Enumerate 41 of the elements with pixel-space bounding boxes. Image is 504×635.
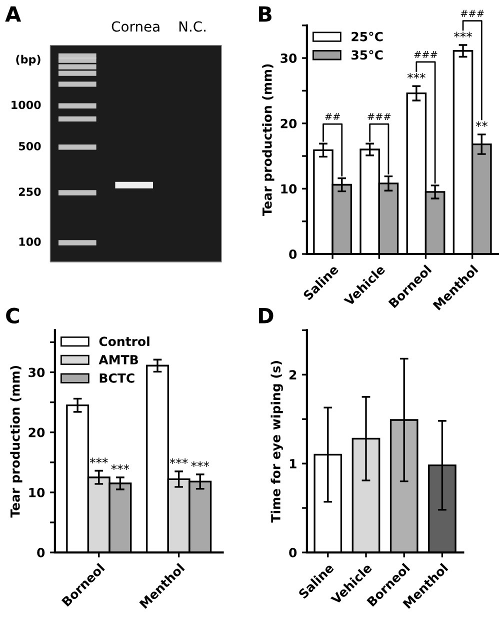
- annotation: ***: [111, 464, 130, 470]
- y-tick-label: 0: [289, 548, 297, 558]
- annotation: ###: [368, 113, 391, 120]
- chart-title: B: [258, 6, 272, 22]
- annotation: ###: [414, 51, 438, 58]
- text: (bp): [16, 54, 40, 66]
- y-tick-label: 1: [290, 459, 296, 468]
- y-axis-title: Tear production (mm): [262, 64, 274, 216]
- y-tick-label: 0: [37, 548, 45, 558]
- legend-label: AMTB: [98, 355, 138, 364]
- text: Cornea: [112, 21, 160, 32]
- annotation: ***: [90, 458, 108, 464]
- annotation: ***: [407, 72, 426, 79]
- chart-title: D: [258, 308, 274, 324]
- y-tick-label: 20: [280, 118, 297, 128]
- y-tick-label: 20: [28, 428, 45, 438]
- y-tick-label: 10: [29, 488, 45, 498]
- y-axis-title: Time for eye wiping (s): [270, 361, 283, 523]
- y-tick-label: 30: [280, 54, 297, 63]
- legend-label: 35°C: [352, 50, 383, 60]
- y-axis-title: Tear production (mm): [10, 366, 22, 518]
- text: 250: [18, 188, 41, 196]
- annotation: ***: [454, 32, 472, 38]
- annotation: ##: [325, 113, 340, 120]
- text: 500: [18, 142, 41, 150]
- text: 1000: [12, 100, 41, 110]
- annotation: ***: [191, 461, 210, 467]
- text: 100: [19, 238, 41, 246]
- y-tick-label: 0: [289, 249, 297, 259]
- annotation: **: [476, 121, 488, 127]
- y-tick-label: 10: [281, 184, 297, 194]
- legend-label: Control: [99, 336, 150, 346]
- legend-label: 25°C: [352, 32, 383, 42]
- y-tick-label: 30: [28, 368, 45, 378]
- y-tick-label: 2: [290, 370, 296, 380]
- annotation: ***: [170, 458, 188, 464]
- text: ###: [460, 10, 484, 17]
- text: N.C.: [179, 21, 206, 32]
- text: A: [5, 6, 22, 22]
- chart-title: C: [6, 308, 19, 324]
- legend-label: BCTC: [100, 373, 134, 383]
